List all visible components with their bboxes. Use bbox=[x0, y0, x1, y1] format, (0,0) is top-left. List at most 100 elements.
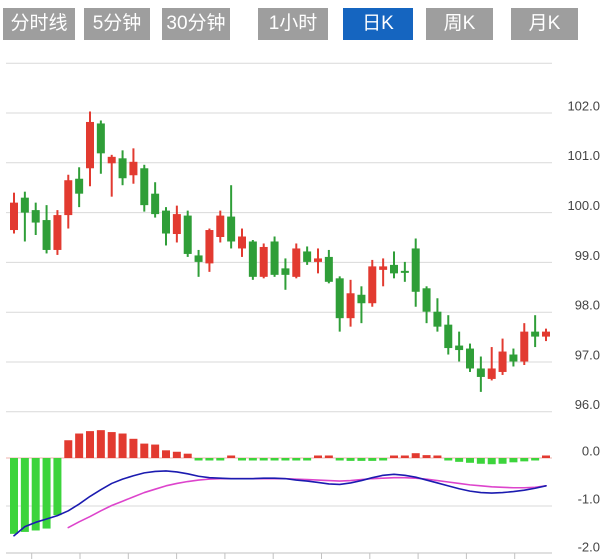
candle-body bbox=[53, 215, 62, 250]
macd-bar-up bbox=[118, 433, 127, 458]
candle-body bbox=[476, 368, 485, 377]
candle-body bbox=[85, 121, 94, 169]
macd-bar-down bbox=[531, 458, 540, 461]
candle-body bbox=[292, 248, 301, 277]
macd-bar-down bbox=[357, 458, 366, 461]
macd-bar-up bbox=[151, 444, 160, 458]
candle-body bbox=[140, 168, 149, 206]
candle-body bbox=[335, 278, 344, 319]
tab-30min[interactable]: 30分钟 bbox=[162, 8, 230, 40]
macd-bar-up bbox=[400, 455, 409, 458]
candle-body bbox=[183, 215, 192, 254]
candle-body bbox=[64, 180, 73, 216]
macd-bar-up bbox=[411, 453, 420, 458]
candle-body bbox=[107, 156, 116, 164]
macd-bar-up bbox=[422, 455, 431, 458]
candle-body bbox=[346, 293, 355, 319]
candle-body bbox=[444, 324, 453, 349]
macd-bar-down bbox=[10, 458, 18, 534]
candle-body bbox=[531, 331, 540, 337]
macd-bar-up bbox=[541, 455, 550, 458]
tab-time-share[interactable]: 分时线 bbox=[3, 8, 75, 40]
macd-bar-down bbox=[248, 458, 257, 461]
macd-bar-down bbox=[476, 458, 485, 464]
macd-bar-down bbox=[281, 458, 290, 461]
macd-bar-up bbox=[389, 455, 398, 458]
candle-body bbox=[303, 251, 312, 262]
candle-body bbox=[422, 288, 431, 312]
candle-body bbox=[400, 270, 409, 273]
macd-bar-up bbox=[64, 440, 73, 458]
candle-body bbox=[216, 215, 225, 238]
macd-bar-down bbox=[379, 458, 388, 461]
candle-body bbox=[509, 354, 518, 362]
tab-5min[interactable]: 5分钟 bbox=[84, 8, 150, 40]
macd-bar-down bbox=[498, 458, 507, 464]
macd-axis-label: -1.0 bbox=[578, 491, 600, 506]
macd-axis-label: 0.0 bbox=[582, 443, 600, 458]
tab-monthly-k[interactable]: 月K bbox=[511, 8, 578, 40]
candle-body bbox=[357, 294, 366, 304]
macd-bar-up bbox=[324, 455, 333, 458]
macd-bar-up bbox=[313, 455, 322, 458]
macd-bar-down bbox=[53, 458, 62, 516]
candle-body bbox=[313, 258, 322, 262]
candle-body bbox=[129, 161, 138, 176]
macd-bar-up bbox=[107, 432, 116, 458]
candle-body bbox=[42, 220, 51, 250]
candle-body bbox=[161, 210, 170, 234]
price-axis-label: 97.0 bbox=[575, 347, 600, 362]
price-axis-label: 98.0 bbox=[575, 298, 600, 313]
macd-bar-up bbox=[129, 438, 138, 458]
macd-bar-down bbox=[509, 458, 518, 463]
macd-bar-up bbox=[75, 433, 84, 458]
macd-bar-down bbox=[259, 458, 268, 461]
macd-bar-down bbox=[335, 458, 344, 461]
candle-body bbox=[118, 158, 127, 179]
tab-weekly-k[interactable]: 周K bbox=[426, 8, 493, 40]
candle-body bbox=[270, 241, 279, 275]
macd-axis-label: -2.0 bbox=[578, 539, 600, 554]
macd-bar-up bbox=[172, 451, 181, 458]
candle-body bbox=[465, 348, 474, 369]
macd-bar-down bbox=[465, 458, 474, 463]
macd-bar-down bbox=[20, 458, 29, 532]
macd-bar-down bbox=[520, 458, 529, 462]
candle-body bbox=[75, 178, 84, 194]
candle-body bbox=[411, 248, 420, 292]
dif-line bbox=[13, 470, 547, 537]
macd-bar-down bbox=[487, 458, 496, 465]
candle-body bbox=[194, 255, 203, 262]
candle-body bbox=[248, 241, 257, 277]
macd-bar-down bbox=[455, 458, 464, 462]
timeframe-tabbar: 分时线 5分钟 30分钟 1小时 日K 周K 月K bbox=[0, 0, 604, 55]
macd-bar-up bbox=[183, 453, 192, 458]
macd-bar-down bbox=[346, 458, 355, 461]
candle-body bbox=[237, 236, 246, 249]
tab-daily-k[interactable]: 日K bbox=[343, 8, 413, 40]
macd-bar-down bbox=[270, 458, 279, 461]
candle-body bbox=[259, 246, 268, 277]
candle-body bbox=[172, 214, 181, 235]
dea-line bbox=[67, 476, 547, 529]
macd-bar-up bbox=[140, 443, 149, 458]
candle-body bbox=[379, 266, 388, 270]
price-axis-label: 101.0 bbox=[567, 148, 600, 163]
macd-bar-up bbox=[227, 455, 236, 458]
candle-body bbox=[205, 230, 214, 264]
macd-bar-down bbox=[216, 458, 225, 461]
macd-bar-up bbox=[96, 430, 105, 458]
candle-body bbox=[20, 197, 29, 213]
tab-1hour[interactable]: 1小时 bbox=[258, 8, 328, 40]
candle-body bbox=[31, 210, 40, 223]
candle-body bbox=[324, 256, 333, 282]
macd-bar-down bbox=[444, 458, 453, 461]
macd-bar-down bbox=[31, 458, 40, 531]
macd-bar-down bbox=[194, 458, 203, 461]
candle-body bbox=[151, 193, 160, 215]
candle-body bbox=[10, 202, 18, 231]
macd-bar-down bbox=[237, 458, 246, 461]
price-axis-label: 100.0 bbox=[567, 198, 600, 213]
macd-bar-down bbox=[368, 458, 377, 461]
